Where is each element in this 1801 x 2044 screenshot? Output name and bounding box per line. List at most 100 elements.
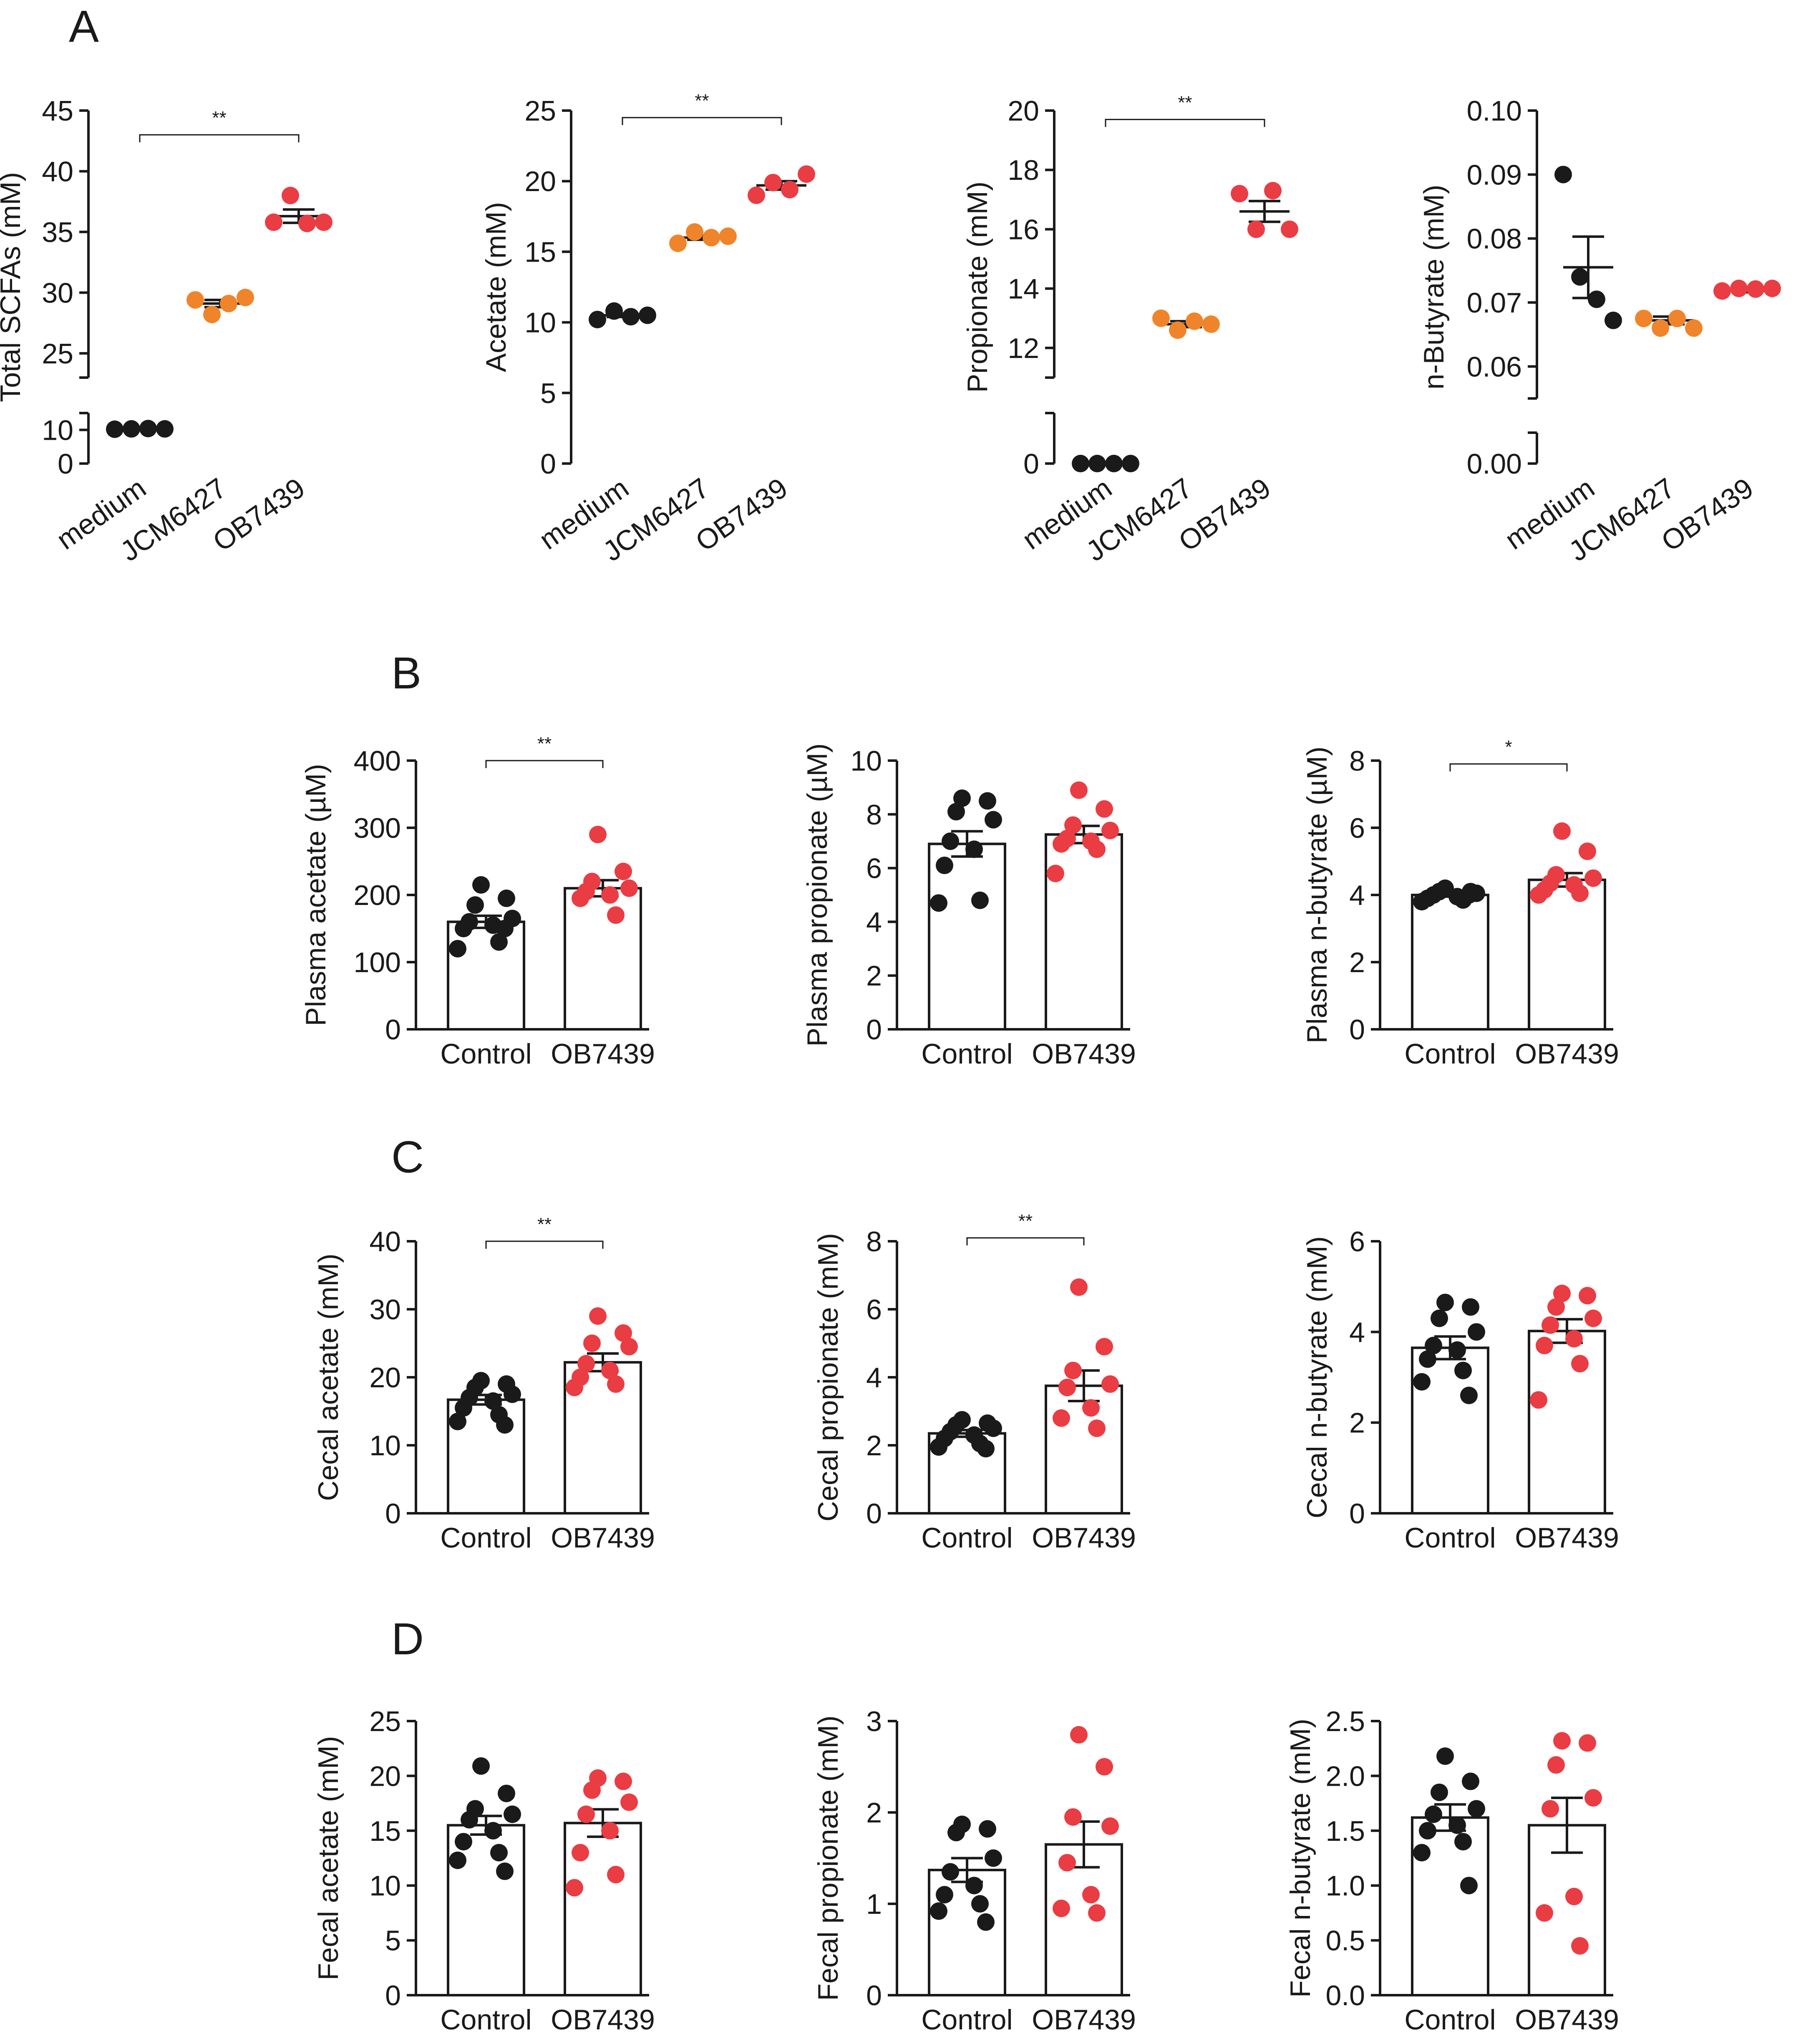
data-point-ob7439 [1579, 1287, 1596, 1305]
y-tick-label: 6 [866, 853, 882, 885]
y-tick-label: 15 [369, 1815, 401, 1847]
data-point-jcm6427 [237, 289, 254, 306]
data-point-ob7439 [1281, 220, 1298, 238]
data-point-ob7439 [1584, 869, 1602, 887]
data-point-ob7439 [1547, 1756, 1565, 1774]
data-point-ob7439 [1584, 1789, 1602, 1807]
y-tick-label: 2 [1349, 1407, 1365, 1439]
y-tick-label: 2.0 [1325, 1760, 1365, 1792]
y-tick-label: 25 [42, 338, 73, 370]
data-point-control [985, 1419, 1002, 1437]
y-tick-label: 0 [58, 448, 73, 480]
data-point-ob7439 [1053, 835, 1070, 853]
data-point-jcm6427 [1169, 321, 1186, 339]
data-point-ob7439 [1579, 1734, 1596, 1752]
data-point-ob7439 [607, 1375, 625, 1393]
y-axis-title: Cecal n-butyrate (mM) [1301, 1236, 1333, 1518]
y-tick-label: 0 [866, 1014, 882, 1046]
significance-label: ** [1178, 92, 1192, 113]
x-category-label: OB7439 [1032, 1522, 1136, 1554]
y-tick-label: 16 [1008, 214, 1039, 245]
y-tick-label: 2 [1349, 947, 1365, 978]
x-category-label: Control [440, 1522, 531, 1554]
data-point-ob7439 [1713, 282, 1731, 300]
data-point-medium [123, 420, 140, 438]
data-point-ob7439 [615, 862, 632, 880]
y-tick-label: 5 [385, 1925, 401, 1957]
data-point-ob7439 [589, 1307, 607, 1325]
data-point-control [455, 1399, 472, 1417]
significance-bracket [139, 134, 300, 143]
y-tick-label: 0.07 [1467, 287, 1522, 319]
y-tick-label: 6 [1349, 812, 1365, 844]
x-category-label: Control [440, 2004, 531, 2036]
data-point-ob7439 [282, 187, 299, 204]
data-point-ob7439 [1553, 1732, 1571, 1750]
x-category-label: OB7439 [1032, 2004, 1136, 2036]
y-tick-label: 0 [385, 1498, 401, 1530]
data-point-medium [622, 308, 640, 326]
data-point-control [455, 920, 472, 938]
y-tick-label: 14 [1008, 273, 1039, 305]
data-point-ob7439 [607, 906, 625, 924]
data-point-control [965, 840, 983, 858]
data-point-ob7439 [1553, 1284, 1571, 1302]
data-point-ob7439 [1101, 822, 1119, 839]
data-point-control [1419, 1822, 1436, 1840]
data-point-jcm6427 [220, 295, 237, 313]
y-tick-label: 4 [1349, 880, 1365, 911]
data-point-medium [605, 302, 623, 320]
y-tick-label: 3 [866, 1706, 882, 1737]
panel-letter-c: C [391, 1132, 424, 1182]
data-point-control [1413, 1373, 1431, 1391]
data-point-ob7439 [607, 1865, 625, 1883]
data-point-control [1419, 1350, 1436, 1368]
y-tick-label: 1.5 [1325, 1815, 1365, 1847]
data-point-control [484, 1392, 502, 1410]
significance-bracket [1105, 118, 1265, 127]
data-point-control [449, 1851, 466, 1869]
y-tick-label: 20 [369, 1760, 401, 1792]
y-tick-label: 20 [524, 166, 556, 197]
data-point-control [461, 1811, 478, 1829]
data-point-ob7439 [764, 174, 782, 192]
data-point-ob7439 [1565, 1330, 1583, 1348]
y-tick-label: 400 [354, 745, 401, 777]
data-point-control [1448, 1341, 1466, 1359]
data-point-control [1436, 1747, 1454, 1765]
data-point-ob7439 [1571, 884, 1589, 902]
data-point-jcm6427 [1202, 315, 1220, 333]
data-point-medium [589, 310, 606, 328]
y-tick-label: 30 [42, 277, 73, 309]
y-tick-label: 25 [524, 95, 556, 127]
y-tick-label: 300 [354, 812, 401, 844]
data-point-ob7439 [1058, 1854, 1076, 1872]
data-point-jcm6427 [1186, 312, 1203, 330]
data-point-ob7439 [572, 890, 589, 907]
data-point-control [1413, 893, 1431, 911]
data-point-control [466, 896, 484, 914]
data-point-control [1454, 1833, 1472, 1851]
y-tick-label: 2 [866, 960, 882, 992]
data-point-medium [1554, 166, 1572, 184]
data-point-ob7439 [577, 1805, 595, 1823]
y-tick-label: 0 [540, 448, 556, 480]
data-point-medium [156, 420, 174, 438]
data-point-ob7439 [1547, 1298, 1565, 1316]
data-point-ob7439 [601, 1822, 619, 1840]
data-point-jcm6427 [703, 229, 720, 247]
data-point-control [498, 1784, 515, 1802]
data-point-ob7439 [1536, 1336, 1553, 1354]
data-point-ob7439 [620, 1338, 638, 1356]
data-point-ob7439 [1088, 1419, 1106, 1437]
data-point-control [947, 1824, 965, 1842]
data-point-medium [1072, 455, 1089, 472]
y-tick-label: 2.5 [1325, 1706, 1365, 1737]
data-point-ob7439 [1553, 822, 1571, 840]
data-point-ob7439 [1584, 1309, 1602, 1327]
data-point-ob7439 [577, 1355, 595, 1373]
data-point-ob7439 [1542, 1800, 1559, 1818]
data-point-jcm6427 [1635, 310, 1652, 328]
significance-label: ** [537, 733, 552, 754]
y-axis-title: Acetate (mM) [480, 202, 512, 372]
